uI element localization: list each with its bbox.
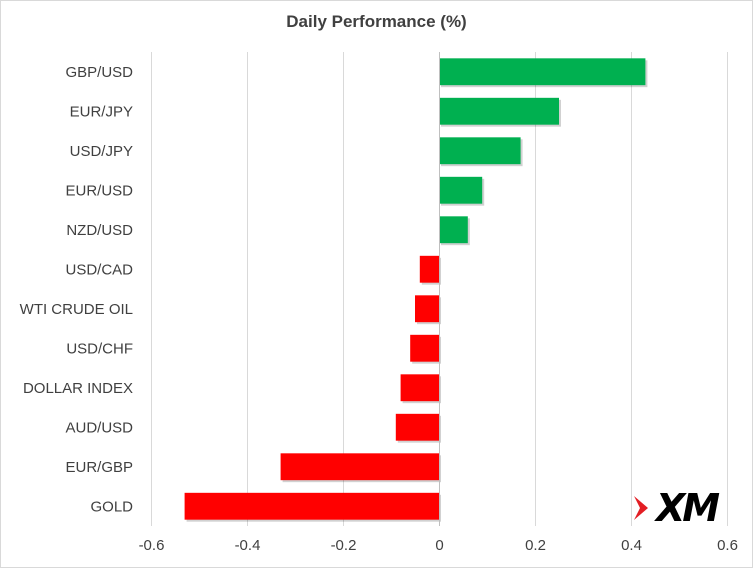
xm-logo-text: XM	[656, 486, 720, 530]
bar-eur-gbp	[280, 453, 439, 481]
bar-nzd-usd	[439, 216, 468, 244]
bar-aud-usd	[395, 413, 439, 441]
x-tick-label-3: 0	[435, 537, 443, 554]
bar-gold	[184, 492, 439, 520]
category-label-6: WTI CRUDE OIL	[20, 301, 133, 318]
x-tick-label-2: -0.2	[331, 537, 357, 554]
x-tick-label-0: -0.6	[139, 537, 165, 554]
x-tick-label-1: -0.4	[235, 537, 261, 554]
x-tick-label-4: 0.2	[525, 537, 546, 554]
category-label-8: DOLLAR INDEX	[23, 380, 133, 397]
category-label-7: USD/CHF	[66, 340, 133, 357]
bar-gbp-usd	[439, 58, 646, 86]
bar-usd-cad	[419, 255, 439, 283]
xm-logo-mark	[634, 496, 648, 520]
x-tick-label-6: 0.6	[717, 537, 738, 554]
x-tick-label-5: 0.4	[621, 537, 642, 554]
bar-wti-crude-oil	[415, 295, 439, 323]
category-label-3: EUR/USD	[65, 182, 133, 199]
bar-usd-chf	[410, 334, 439, 362]
category-label-0: GBP/USD	[65, 64, 133, 81]
category-label-11: GOLD	[90, 498, 133, 515]
bar-eur-usd	[439, 176, 483, 204]
bar-dollar-index	[400, 374, 439, 402]
bar-eur-jpy	[439, 97, 559, 125]
bar-usd-jpy	[439, 137, 521, 165]
category-label-2: USD/JPY	[70, 143, 133, 160]
xm-logo: XM	[634, 486, 720, 530]
category-label-10: EUR/GBP	[65, 459, 133, 476]
category-label-4: NZD/USD	[66, 222, 133, 239]
chart-title: Daily Performance (%)	[286, 12, 467, 31]
category-label-9: AUD/USD	[65, 419, 133, 436]
category-label-5: USD/CAD	[65, 261, 133, 278]
category-label-1: EUR/JPY	[70, 103, 133, 120]
